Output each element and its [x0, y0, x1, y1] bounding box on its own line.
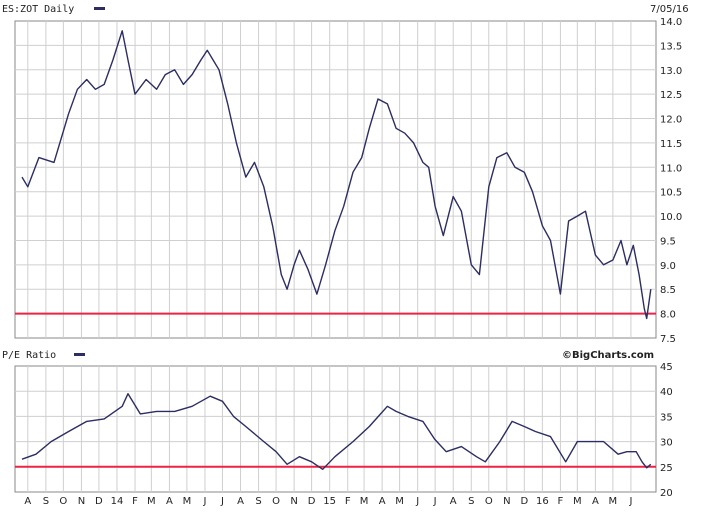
pe-y-tick-label: 35	[660, 412, 673, 423]
price-y-tick-label: 10.0	[660, 212, 682, 223]
price-y-tick-label: 9.5	[660, 236, 676, 247]
bigcharts-brand: ©BigCharts.com	[562, 350, 654, 361]
pe-panel	[14, 365, 657, 493]
price-y-tick-label: 12.0	[660, 115, 682, 126]
x-tick-label: J	[415, 496, 419, 507]
price-y-tick-label: 8.5	[660, 285, 676, 296]
price-y-tick-label: 8.0	[660, 310, 676, 321]
x-tick-label: A	[237, 496, 244, 507]
x-tick-label: J	[433, 496, 437, 507]
pe-legend-swatch	[74, 353, 85, 356]
x-tick-label: D	[520, 496, 528, 507]
price-y-tick-label: 13.5	[660, 41, 682, 52]
x-tick-label: F	[132, 496, 138, 507]
x-tick-label: S	[468, 496, 474, 507]
x-tick-label: O	[59, 496, 67, 507]
x-tick-label: S	[43, 496, 49, 507]
symbol-label: ES:ZOT Daily	[2, 4, 74, 15]
x-tick-label: F	[558, 496, 564, 507]
pe-y-tick-label: 30	[660, 438, 673, 449]
price-grid	[15, 21, 656, 338]
pe-grid	[15, 366, 656, 492]
price-y-tick-label: 11.5	[660, 139, 682, 150]
x-tick-label: J	[628, 496, 632, 507]
x-tick-label: M	[147, 496, 156, 507]
x-tick-label: 14	[111, 496, 124, 507]
x-tick-label: J	[220, 496, 224, 507]
x-tick-label: D	[95, 496, 103, 507]
pe-y-tick-label: 20	[660, 488, 673, 499]
x-tick-label: M	[609, 496, 618, 507]
price-y-tick-label: 14.0	[660, 17, 682, 28]
x-tick-label: F	[345, 496, 351, 507]
price-series-line	[21, 30, 652, 320]
x-tick-label: A	[450, 496, 457, 507]
x-tick-label: D	[308, 496, 316, 507]
x-tick-label: M	[395, 496, 404, 507]
x-tick-label: A	[592, 496, 599, 507]
x-tick-label: O	[272, 496, 280, 507]
price-y-tick-label: 12.5	[660, 90, 682, 101]
x-tick-label: M	[573, 496, 582, 507]
pe-y-tick-label: 40	[660, 387, 673, 398]
chart-date: 7/05/16	[650, 4, 689, 15]
pe-y-axis: 45 40 35 30 25 20	[660, 362, 673, 499]
x-tick-label: N	[503, 496, 510, 507]
price-y-tick-label: 13.0	[660, 66, 682, 77]
x-axis: A S O N D 14 F M A M J J A S O N D 15 F M A M J J A S O N D 16 F M A M J	[24, 496, 632, 507]
x-tick-label: A	[166, 496, 173, 507]
price-y-axis: 14.0 13.5 13.0 12.5 12.0 11.5 11.0 10.5 10.0 9.5 9…	[660, 17, 682, 345]
x-tick-label: J	[202, 496, 206, 507]
pe-y-tick-label: 45	[660, 362, 673, 373]
price-y-tick-label: 9.0	[660, 261, 676, 272]
pe-series-line	[21, 393, 652, 470]
price-panel	[14, 20, 657, 339]
price-y-tick-label: 11.0	[660, 163, 682, 174]
pe-label: P/E Ratio	[2, 350, 56, 361]
pe-y-tick-label: 25	[660, 463, 673, 474]
x-tick-label: S	[255, 496, 261, 507]
x-tick-label: N	[78, 496, 85, 507]
price-series	[21, 30, 652, 320]
x-tick-label: A	[24, 496, 31, 507]
x-tick-label: 15	[323, 496, 336, 507]
x-tick-label: M	[183, 496, 192, 507]
symbol-legend-swatch	[94, 7, 105, 10]
x-tick-label: A	[379, 496, 386, 507]
price-y-tick-label: 7.5	[660, 334, 676, 345]
price-y-tick-label: 10.5	[660, 188, 682, 199]
x-tick-label: O	[485, 496, 493, 507]
pe-series	[21, 393, 652, 470]
x-tick-label: M	[360, 496, 369, 507]
x-tick-label: N	[290, 496, 297, 507]
x-tick-label: 16	[536, 496, 549, 507]
